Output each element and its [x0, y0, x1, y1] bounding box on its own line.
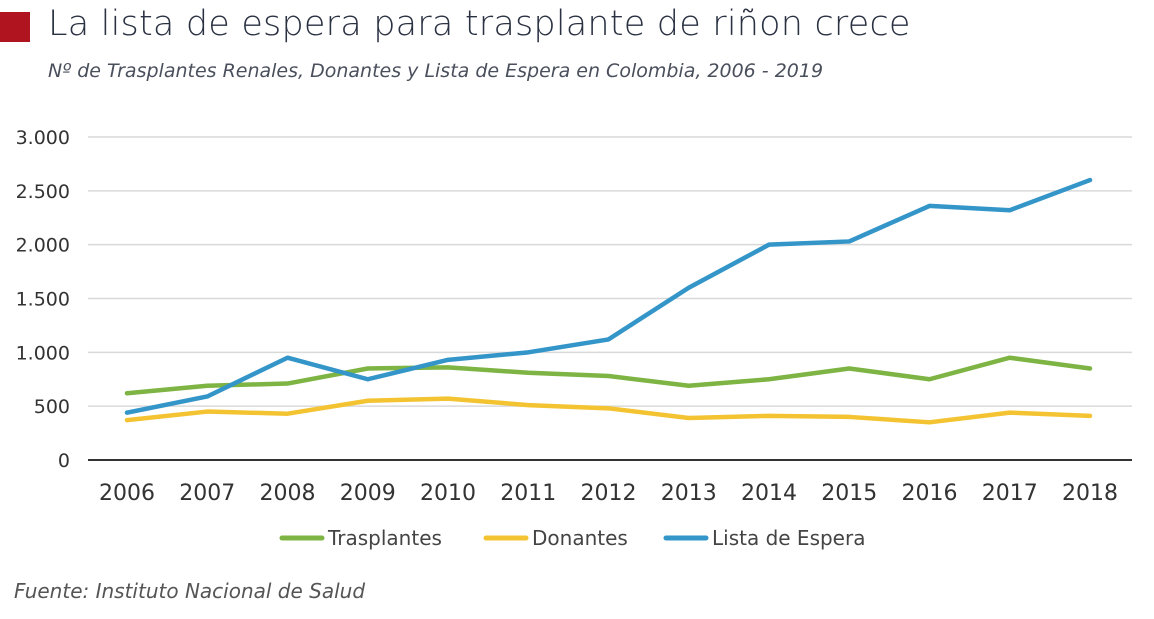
data-point	[1088, 366, 1092, 371]
data-point	[927, 203, 932, 208]
legend-label: Trasplantes	[327, 526, 442, 550]
data-point	[365, 377, 370, 382]
data-point	[606, 337, 611, 342]
data-point	[606, 406, 611, 411]
data-point	[767, 413, 771, 418]
data-point	[1007, 355, 1012, 360]
data-point	[847, 239, 852, 244]
y-tick-label: 0	[58, 450, 70, 472]
data-point	[446, 357, 450, 362]
x-tick-label: 2012	[581, 481, 637, 506]
data-point	[125, 391, 129, 396]
x-tick-label: 2007	[179, 481, 235, 506]
title-accent-square	[0, 12, 30, 42]
y-tick-label: 1.000	[16, 342, 70, 364]
data-point	[205, 394, 210, 399]
series-line-donantes	[124, 396, 1093, 425]
data-point	[1088, 413, 1092, 418]
data-point	[526, 403, 531, 408]
y-tick-label: 2.500	[16, 181, 70, 203]
data-point	[927, 377, 932, 382]
data-point	[767, 242, 771, 247]
legend-label: Donantes	[532, 526, 628, 550]
data-point	[847, 414, 852, 419]
x-tick-label: 2018	[1062, 481, 1118, 506]
x-tick-label: 2006	[99, 481, 155, 506]
data-point	[205, 383, 210, 388]
x-tick-label: 2013	[661, 481, 717, 506]
data-point	[606, 374, 611, 379]
x-tick-label: 2016	[902, 481, 958, 506]
data-point	[285, 381, 290, 386]
x-tick-label: 2009	[340, 481, 396, 506]
y-tick-label: 3.000	[16, 127, 70, 149]
x-tick-label: 2011	[500, 481, 556, 506]
source-note: Fuente: Instituto Nacional de Salud	[14, 579, 366, 603]
data-point	[686, 285, 691, 290]
chart-title: La lista de espera para trasplante de ri…	[48, 4, 911, 44]
data-point	[125, 410, 129, 415]
data-point	[686, 383, 691, 388]
x-tick-label: 2010	[420, 481, 476, 506]
data-point	[526, 370, 531, 375]
chart-subtitle: Nº de Trasplantes Renales, Donantes y Li…	[48, 60, 824, 82]
data-point	[365, 366, 370, 371]
data-point	[446, 365, 450, 370]
data-point	[1007, 410, 1012, 415]
data-point	[125, 418, 129, 423]
x-tick-label: 2017	[982, 481, 1038, 506]
data-point	[847, 366, 852, 371]
data-point	[1007, 208, 1012, 213]
data-point	[446, 396, 450, 401]
y-tick-label: 500	[34, 396, 70, 418]
data-point	[526, 350, 531, 355]
data-point	[767, 377, 771, 382]
data-point	[285, 355, 290, 360]
data-point	[365, 398, 370, 403]
legend-label: Lista de Espera	[712, 526, 865, 550]
x-tick-label: 2015	[821, 481, 877, 506]
x-tick-label: 2014	[741, 481, 797, 506]
data-point	[285, 411, 290, 416]
y-tick-label: 2.000	[16, 235, 70, 257]
data-point	[927, 420, 932, 425]
y-tick-label: 1.500	[16, 289, 70, 311]
x-tick-label: 2008	[260, 481, 316, 506]
data-point	[205, 409, 210, 414]
data-point	[686, 416, 691, 421]
data-point	[1088, 178, 1092, 183]
